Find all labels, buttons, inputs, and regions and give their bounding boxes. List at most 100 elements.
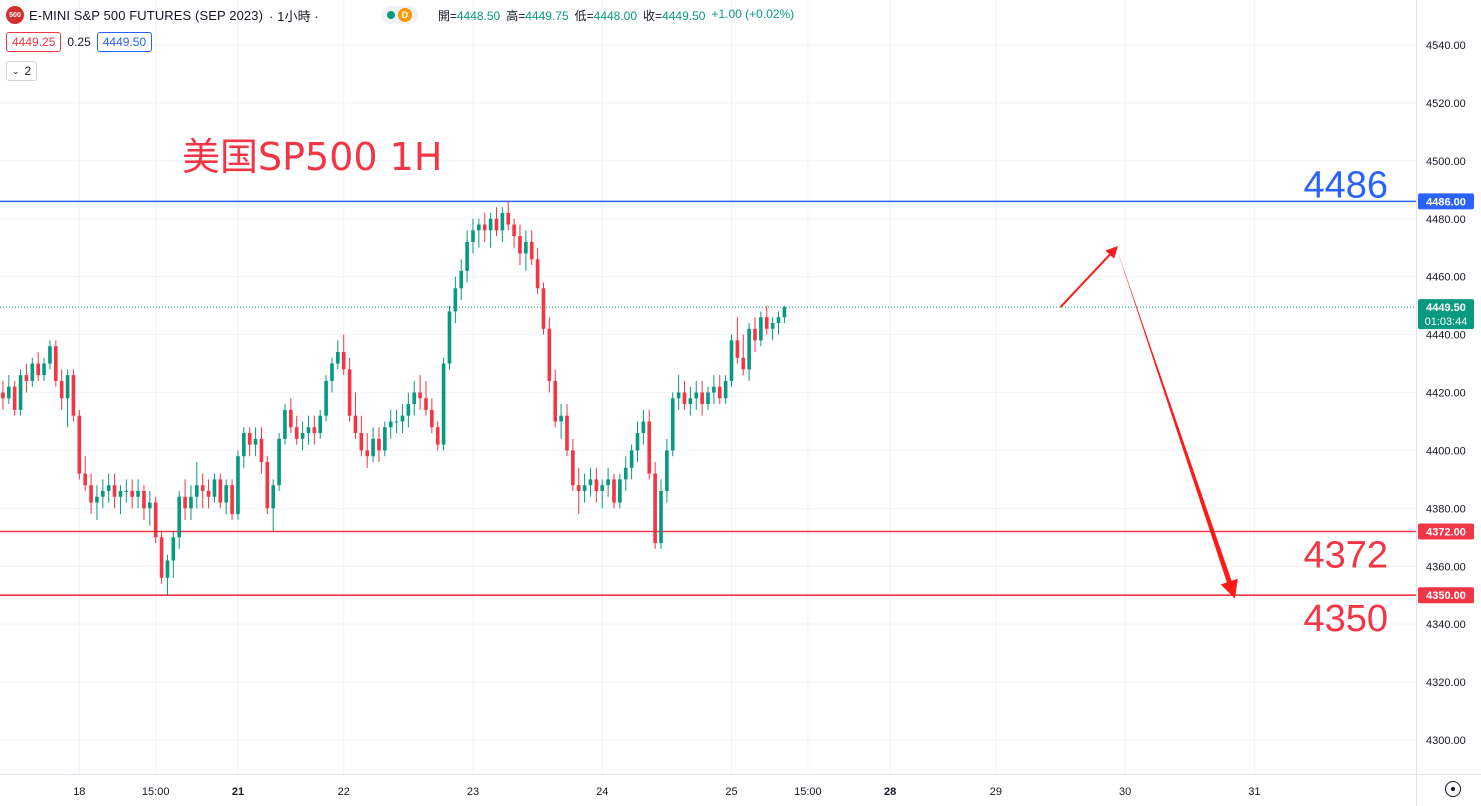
candle-body	[706, 392, 710, 405]
candle-body	[565, 415, 569, 451]
candle-body	[341, 351, 346, 370]
price-axis[interactable]: 4300.00 4320.00 4340.00 4360.00 4380.00 4400.…	[1416, 0, 1475, 806]
candle-body	[224, 485, 229, 503]
level-axis-badge	[1418, 587, 1474, 604]
candle-body	[600, 485, 605, 491]
candle-body	[230, 485, 234, 515]
candle-body	[165, 560, 170, 578]
x-tick-label: 23	[467, 786, 479, 798]
candle-body	[177, 496, 182, 538]
candle-body	[759, 317, 763, 341]
support-resistance-lines	[0, 200, 1416, 597]
candle-body	[359, 433, 364, 451]
indicators-toggle[interactable]: ⌄ 2	[6, 61, 38, 81]
candle-body	[365, 450, 370, 457]
sell-price-button[interactable]: 4449.25	[6, 32, 62, 52]
interval-label[interactable]: · 1小時 ·	[269, 8, 319, 24]
x-tick-label: 29	[990, 786, 1002, 798]
symbol-header: 500 E-MINI S&P 500 FUTURES (SEP 2023) · …	[6, 5, 794, 25]
candle-body	[717, 386, 722, 399]
candle-body	[283, 409, 287, 439]
spread-value: 0.25	[67, 35, 91, 49]
y-tick-label: 4520.00	[1426, 98, 1466, 110]
candle-body	[12, 386, 17, 410]
candle-body	[253, 438, 258, 445]
candle-body	[518, 236, 522, 254]
candle-body	[535, 259, 540, 289]
bar-countdown: 01:03:44	[1425, 316, 1468, 328]
level-axis-label: 4350.00	[1426, 590, 1466, 602]
candle-body	[618, 479, 622, 503]
candle-body	[130, 490, 135, 497]
up-projection-arrow	[1059, 245, 1118, 308]
candle-body	[406, 404, 411, 416]
ohlc-item: 低=4448.00	[575, 7, 637, 24]
candle-body	[18, 375, 23, 410]
candle-body	[118, 490, 123, 497]
candle-body	[242, 433, 246, 457]
candle-body	[142, 490, 146, 509]
time-axis[interactable]: 18 15:00 21 22 23 24 25 15:00 28 29 30 31	[0, 774, 1481, 799]
chart-settings-icon[interactable]	[1445, 781, 1461, 797]
buy-price-button[interactable]: 4449.50	[96, 32, 153, 52]
candle-body	[506, 212, 511, 225]
candle-body	[124, 490, 129, 492]
level-axis-badge	[1418, 523, 1474, 540]
level-axis-label: 4486.00	[1426, 196, 1466, 208]
candle-body	[676, 392, 681, 399]
candle-body	[776, 317, 781, 323]
candle-body	[377, 438, 381, 451]
ohlc-values: 開=4448.50 高=4449.75 低=4448.00 收=4449.50 +1.0…	[438, 7, 794, 24]
chart-annotations: 4486 4372 4350 美国SP500 1H	[182, 135, 1388, 640]
candle-body	[289, 409, 293, 428]
candlestick-series	[1, 201, 787, 596]
y-tick-label: 4440.00	[1426, 330, 1466, 342]
level-axis-badge	[1418, 193, 1474, 210]
candle-body	[453, 288, 458, 312]
level-annotation: 4350	[1303, 598, 1388, 640]
candle-body	[42, 363, 46, 376]
candle-body	[512, 224, 516, 237]
candle-body	[259, 438, 264, 462]
candle-body	[582, 485, 587, 491]
candle-body	[700, 392, 704, 405]
y-tick-label: 4300.00	[1426, 735, 1466, 747]
candle-body	[6, 386, 11, 399]
market-status[interactable]: D	[380, 6, 418, 24]
ohlc-label: 收=	[643, 8, 663, 23]
candle-body	[106, 485, 111, 491]
candle-body	[1, 392, 5, 399]
candle-body	[659, 490, 663, 544]
candle-body	[83, 473, 88, 486]
candle-body	[300, 433, 305, 439]
candle-body	[741, 357, 746, 370]
candle-body	[735, 340, 740, 358]
candle-body	[277, 438, 281, 486]
candle-body	[447, 311, 452, 364]
ohlc-label: 高=	[506, 8, 526, 23]
ohlc-label: 低=	[574, 8, 594, 23]
candle-body	[441, 363, 446, 445]
y-tick-label: 4540.00	[1426, 40, 1466, 52]
projection-arrows	[1059, 245, 1238, 599]
ohlc-label: 開=	[437, 8, 457, 23]
last-price-label: 4449.50	[1426, 302, 1466, 314]
candle-body	[95, 496, 99, 503]
candle-body	[400, 415, 405, 422]
candle-body	[488, 218, 493, 231]
ohlc-item: 開=4448.50	[438, 7, 500, 24]
candle-body	[753, 328, 757, 341]
level-annotation: 4486	[1303, 164, 1388, 206]
candle-body	[418, 392, 422, 399]
candle-body	[494, 218, 499, 231]
candle-body	[576, 485, 581, 491]
candle-body	[59, 380, 64, 399]
candle-body	[89, 485, 93, 503]
candle-body	[541, 288, 546, 329]
y-tick-label: 4480.00	[1426, 214, 1466, 226]
y-tick-label: 4340.00	[1426, 619, 1466, 631]
symbol-name[interactable]: E-MINI S&P 500 FUTURES (SEP 2023)	[29, 7, 264, 23]
x-tick-label: 15:00	[794, 786, 822, 798]
candle-body	[635, 433, 640, 451]
